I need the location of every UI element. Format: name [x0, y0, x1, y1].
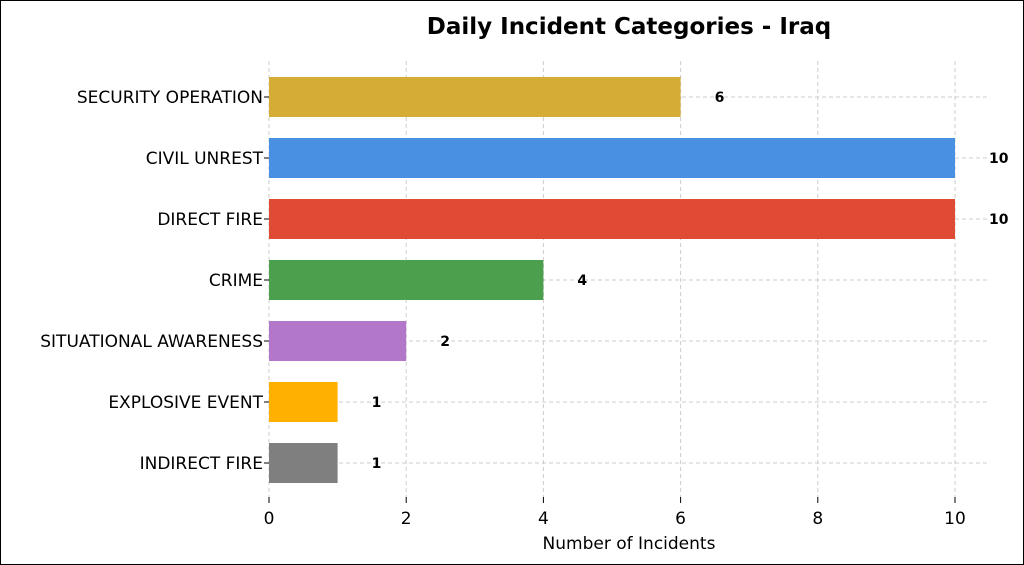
x-tick-label: 4: [538, 509, 549, 529]
axis-layer: SECURITY OPERATION CIVIL UNREST DIRECT FIR…: [40, 88, 966, 529]
bar: [269, 77, 681, 117]
bar-value-label: 2: [440, 334, 450, 350]
bar: [269, 260, 544, 300]
bar-value-label: 6: [715, 90, 725, 106]
x-tick-label: 0: [264, 509, 275, 529]
x-tick-label: 10: [944, 509, 966, 529]
bar: [269, 382, 338, 422]
bar: [269, 199, 955, 239]
bar: [269, 321, 407, 361]
x-axis-label: Number of Incidents: [543, 534, 716, 554]
category-label: INDIRECT FIRE: [140, 454, 263, 474]
bar-value-label: 10: [989, 151, 1009, 167]
bar-value-label: 1: [372, 395, 382, 411]
category-label: DIRECT FIRE: [157, 210, 263, 230]
chart-title: Daily Incident Categories - Iraq: [427, 14, 832, 40]
bar: [269, 138, 955, 178]
bar-value-label: 10: [989, 212, 1009, 228]
category-label: EXPLOSIVE EVENT: [108, 393, 263, 413]
bar: [269, 443, 338, 483]
bar-value-label: 4: [577, 273, 587, 289]
bar-value-label: 1: [372, 456, 382, 472]
x-tick-label: 8: [812, 509, 823, 529]
category-label: CRIME: [209, 271, 263, 291]
category-label: CIVIL UNREST: [146, 149, 264, 169]
x-tick-label: 2: [401, 509, 412, 529]
category-label: SITUATIONAL AWARENESS: [40, 332, 263, 352]
bar-layer: 6 10 10 4 2 1 1: [269, 77, 1009, 483]
category-label: SECURITY OPERATION: [77, 88, 263, 108]
x-tick-label: 6: [675, 509, 686, 529]
